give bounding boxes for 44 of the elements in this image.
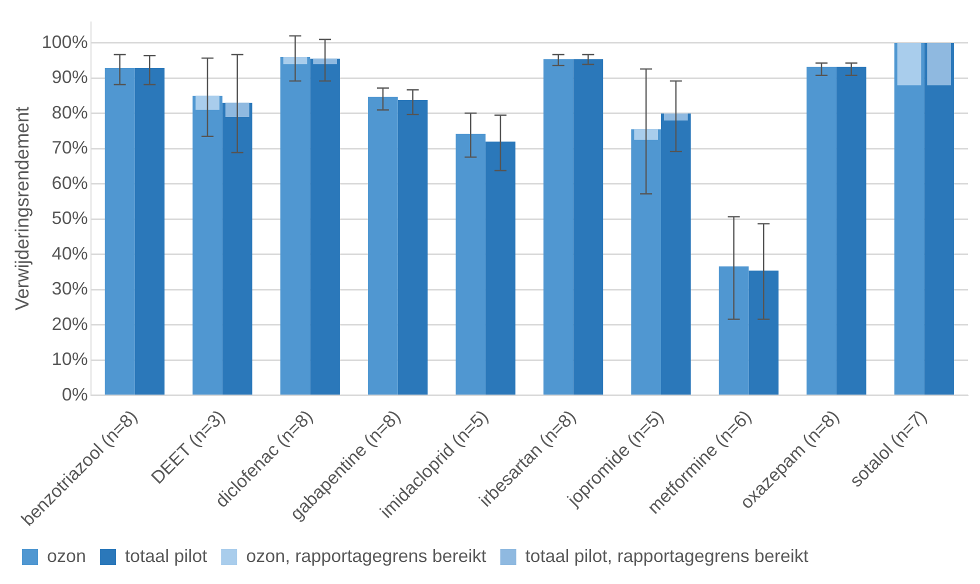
bar [664, 113, 688, 120]
y-tick-label: 80% [52, 102, 88, 122]
bar [192, 96, 222, 395]
bar [280, 57, 310, 395]
y-tick-label: 20% [52, 314, 88, 334]
bar [634, 129, 658, 140]
bar [924, 42, 954, 395]
y-tick-label: 0% [62, 384, 88, 404]
bar [398, 100, 428, 395]
bar [104, 68, 135, 395]
bar [222, 102, 252, 395]
legend-label: totaal pilot, rapportagegrens bereikt [525, 546, 808, 566]
bar [134, 68, 165, 395]
bar [283, 57, 308, 64]
bar [897, 42, 922, 86]
bar [313, 58, 337, 64]
bar [196, 96, 220, 110]
y-tick-label: 30% [52, 278, 88, 299]
y-tick-label: 90% [52, 67, 88, 88]
legend-label: ozon [47, 546, 86, 566]
bar [660, 113, 691, 395]
bar [718, 266, 749, 395]
bar [368, 96, 398, 395]
bar [573, 59, 604, 395]
bar [486, 142, 516, 395]
y-tick-label: 40% [52, 243, 88, 264]
legend-label: ozon, rapportagegrens bereikt [246, 546, 486, 566]
y-axis-title: Verwijderingsrendement [12, 106, 34, 311]
y-tick-label: 100% [42, 32, 88, 52]
bar [631, 129, 661, 395]
bar [927, 42, 951, 86]
y-tick-label: 50% [52, 208, 88, 228]
bar [543, 59, 574, 395]
y-tick-label: 10% [52, 349, 88, 370]
bar [456, 134, 486, 395]
bar [310, 58, 340, 395]
y-tick-label: 60% [52, 172, 88, 193]
bar [748, 270, 779, 395]
bar [225, 102, 250, 117]
bar [806, 66, 836, 395]
legend-label: totaal pilot [125, 546, 208, 566]
y-tick-label: 70% [52, 138, 88, 158]
bar [836, 66, 866, 395]
bar [894, 42, 924, 395]
